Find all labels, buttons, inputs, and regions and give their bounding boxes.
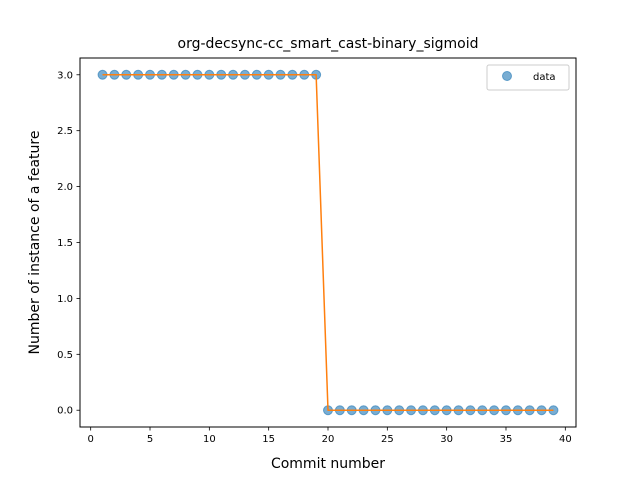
x-tick-label: 35 [500,434,513,445]
legend-box [486,64,570,91]
y-axis: 0.0 0.5 1.0 1.5 2.0 2.5 3.0 [57,70,80,417]
y-tick-label: 1.5 [57,238,73,249]
x-axis: 0 5 10 15 20 25 30 35 40 [87,427,572,445]
plot-area [97,69,559,416]
y-tick-label: 2.5 [57,126,73,137]
x-tick-label: 20 [322,434,335,445]
legend-marker-data [502,71,512,81]
y-tick-label: 0.0 [57,406,73,417]
x-tick-label: 10 [203,434,216,445]
y-tick-label: 0.5 [57,350,73,361]
series-line [102,74,554,411]
y-tick-label: 2.0 [57,182,73,193]
x-tick-label: 30 [440,434,453,445]
y-tick-label: 3.0 [57,70,73,81]
y-axis-label: Number of instance of a feature [27,131,43,355]
x-tick-label: 5 [147,434,153,445]
x-tick-label: 40 [559,434,572,445]
x-tick-label: 25 [381,434,394,445]
legend: data [486,64,570,91]
legend-label-data: data [533,72,556,83]
x-axis-label: Commit number [271,456,385,472]
chart-title: org-decsync-cc_smart_cast-binary_sigmoid [178,36,479,52]
y-tick-label: 1.0 [57,294,73,305]
x-tick-label: 0 [87,434,93,445]
x-tick-label: 15 [262,434,275,445]
